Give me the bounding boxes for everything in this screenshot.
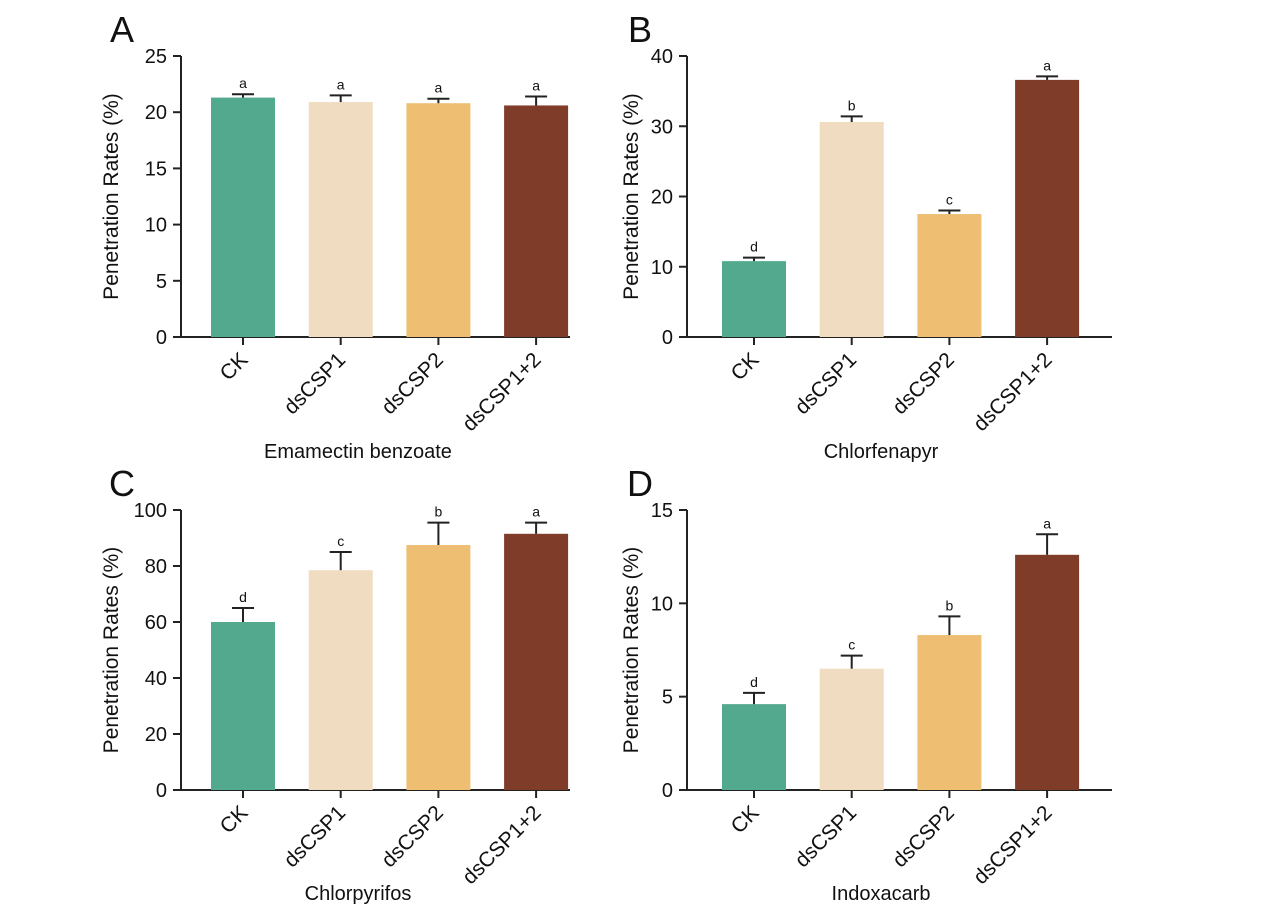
x-tick-label: dsCSP1+2 xyxy=(458,348,546,436)
bar-ck xyxy=(211,622,275,790)
x-tick-label: dsCSP2 xyxy=(888,348,959,419)
bar-dscsp1 xyxy=(308,570,373,790)
y-tick-label: 15 xyxy=(145,158,167,180)
y-tick-label: 30 xyxy=(651,116,673,138)
panel-letter: B xyxy=(628,9,652,50)
y-tick-label: 15 xyxy=(651,500,673,522)
bar-dscsp1-plus-2 xyxy=(504,105,569,338)
bar-dscsp1 xyxy=(308,102,373,337)
y-tick-label: 80 xyxy=(145,556,167,578)
y-axis-label: Penetration Rates (%) xyxy=(100,93,123,300)
y-tick-label: 0 xyxy=(156,327,167,349)
y-tick-label: 20 xyxy=(145,102,167,124)
x-tick-label: dsCSP2 xyxy=(377,348,448,419)
chart-title: Chlorfenapyr xyxy=(824,441,939,463)
significance-letter: c xyxy=(848,637,855,653)
x-tick-label: dsCSP2 xyxy=(377,801,448,872)
significance-letter: c xyxy=(946,192,953,208)
chart-title: Chlorpyrifos xyxy=(305,883,412,905)
bar-dscsp1 xyxy=(819,122,884,337)
significance-letter: a xyxy=(239,75,247,91)
chart-panel-a: A 0 5 10 15 20 25 Penetration Rates (%) a CK a dsCS… xyxy=(100,9,570,463)
bar-dscsp1 xyxy=(819,668,884,790)
chart-title: Emamectin benzoate xyxy=(264,441,452,463)
y-tick-label: 5 xyxy=(662,687,673,709)
significance-letter: b xyxy=(435,504,443,520)
x-tick-label: dsCSP1 xyxy=(279,801,350,872)
panel-letter: A xyxy=(110,9,134,50)
x-tick-label: CK xyxy=(216,801,253,838)
x-tick-label: dsCSP1+2 xyxy=(458,801,546,889)
significance-letter: b xyxy=(946,597,954,613)
chart-panel-d: D 0 5 10 15 Penetration Rates (%) d CK c dsCSP1 b d… xyxy=(620,463,1112,905)
bar-ck xyxy=(722,261,786,337)
bar-dscsp1-plus-2 xyxy=(1015,79,1080,337)
bar-dscsp2 xyxy=(406,545,471,790)
significance-letter: d xyxy=(750,239,758,255)
significance-letter: a xyxy=(532,504,540,520)
x-tick-label: CK xyxy=(727,348,764,385)
bar-ck xyxy=(211,97,275,337)
y-tick-label: 40 xyxy=(145,668,167,690)
bar-dscsp1-plus-2 xyxy=(1015,554,1080,790)
bar-dscsp2 xyxy=(406,103,471,337)
significance-letter: a xyxy=(435,80,443,96)
panel-letter: C xyxy=(109,463,135,504)
x-tick-label: dsCSP1+2 xyxy=(969,348,1057,436)
x-tick-label: CK xyxy=(727,801,764,838)
y-tick-label: 25 xyxy=(145,46,167,68)
significance-letter: b xyxy=(848,97,856,113)
y-tick-label: 60 xyxy=(145,612,167,634)
significance-letter: a xyxy=(1043,515,1051,531)
significance-letter: d xyxy=(750,674,758,690)
significance-letter: a xyxy=(337,76,345,92)
y-tick-label: 0 xyxy=(156,780,167,802)
bar-dscsp1-plus-2 xyxy=(504,533,569,790)
chart-title: Indoxacarb xyxy=(832,883,931,905)
y-tick-label: 20 xyxy=(651,187,673,209)
y-axis-label: Penetration Rates (%) xyxy=(620,93,643,300)
bar-dscsp2 xyxy=(917,635,982,790)
y-tick-label: 10 xyxy=(651,593,673,615)
significance-letter: c xyxy=(337,533,344,549)
significance-letter: a xyxy=(532,77,540,93)
y-tick-label: 100 xyxy=(134,500,167,522)
bar-ck xyxy=(722,704,786,790)
chart-panel-b: B 0 10 20 30 40 Penetration Rates (%) d CK b dsCSP… xyxy=(620,9,1112,463)
bar-dscsp2 xyxy=(917,214,982,337)
y-tick-label: 10 xyxy=(651,257,673,279)
y-tick-label: 10 xyxy=(145,215,167,237)
y-tick-label: 40 xyxy=(651,46,673,68)
x-tick-label: dsCSP1 xyxy=(279,348,350,419)
x-tick-label: dsCSP1 xyxy=(790,801,861,872)
x-tick-label: CK xyxy=(216,348,253,385)
x-tick-label: dsCSP2 xyxy=(888,801,959,872)
y-axis-label: Penetration Rates (%) xyxy=(100,547,123,754)
y-axis-label: Penetration Rates (%) xyxy=(620,547,643,754)
significance-letter: a xyxy=(1043,57,1051,73)
x-tick-label: dsCSP1+2 xyxy=(969,801,1057,889)
y-tick-label: 0 xyxy=(662,327,673,349)
panel-letter: D xyxy=(627,463,653,504)
significance-letter: d xyxy=(239,589,247,605)
chart-panel-c: C 0 20 40 60 80 100 Penetration Rates (%) d CK c ds… xyxy=(100,463,570,905)
y-tick-label: 5 xyxy=(156,271,167,293)
x-tick-label: dsCSP1 xyxy=(790,348,861,419)
y-tick-label: 0 xyxy=(662,780,673,802)
y-tick-label: 20 xyxy=(145,724,167,746)
